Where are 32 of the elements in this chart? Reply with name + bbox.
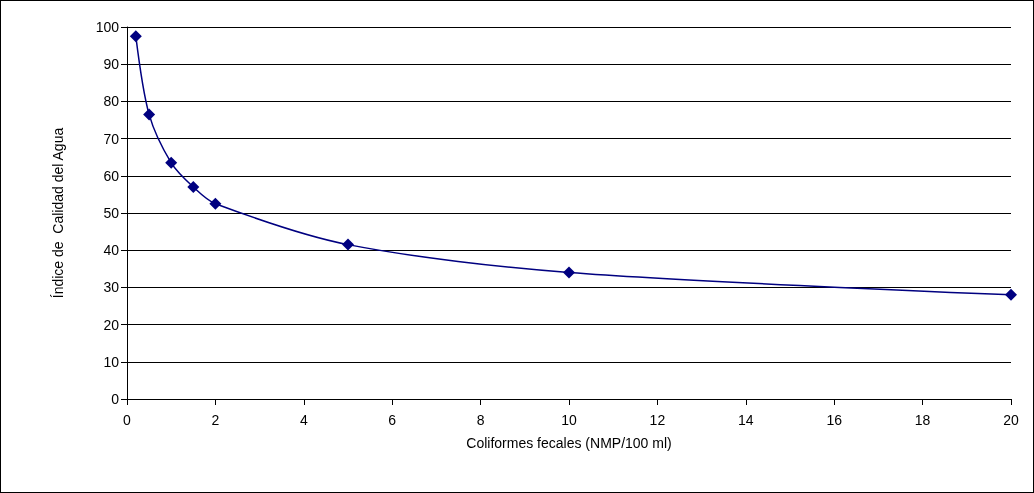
- x-tick-label: 14: [738, 412, 754, 428]
- x-tick-label: 2: [211, 412, 220, 428]
- point: [209, 197, 222, 210]
- y-tick-label: 0: [111, 391, 120, 407]
- point: [342, 238, 354, 251]
- y-tick-label: 30: [103, 279, 120, 296]
- x-tick-label: 4: [299, 412, 308, 428]
- x-tick-label: 20: [1003, 412, 1019, 428]
- x-tick-label: 16: [826, 412, 843, 428]
- y-tick-label: 40: [103, 242, 120, 259]
- point: [1005, 288, 1017, 301]
- y-tick-label: 70: [103, 130, 120, 147]
- y-tick-label: 90: [103, 56, 120, 73]
- y-axis-title: Índice de Calidad del Agua: [50, 127, 66, 299]
- x-tick-label: 10: [561, 412, 577, 428]
- x-tick-label: 8: [476, 412, 485, 428]
- point: [129, 30, 142, 43]
- x-axis-title: Coliformes fecales (NMP/100 ml): [466, 435, 672, 451]
- x-tick-label: 0: [123, 412, 132, 428]
- point: [563, 266, 575, 279]
- y-tick-label: 10: [103, 353, 120, 370]
- x-tick-label: 12: [649, 412, 666, 428]
- point: [187, 180, 200, 193]
- y-tick-label: 100: [95, 19, 120, 35]
- x-tick-label: 18: [914, 412, 931, 428]
- y-tick-label: 60: [103, 167, 120, 184]
- x-tick-label: 6: [388, 412, 397, 428]
- y-tick-label: 50: [103, 205, 120, 221]
- point: [165, 156, 178, 169]
- point: [143, 108, 156, 121]
- y-tick-label: 80: [103, 93, 120, 110]
- y-tick-label: 20: [103, 316, 120, 333]
